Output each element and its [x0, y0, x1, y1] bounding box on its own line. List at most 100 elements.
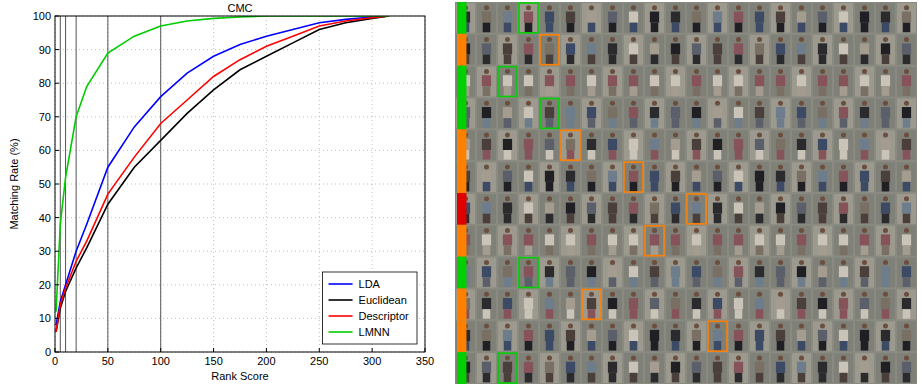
mosaic-legs: [483, 309, 491, 319]
mosaic-legs: [798, 214, 806, 224]
mosaic-torso: [482, 171, 491, 182]
mosaic-cell: [855, 226, 874, 256]
mosaic-head: [547, 228, 552, 233]
mosaic-head: [673, 292, 678, 297]
mosaic-cell: [771, 3, 790, 33]
mosaic-cell: [540, 67, 559, 97]
plot-frame: [55, 16, 425, 352]
mosaic-cell: [708, 290, 727, 320]
mosaic-head: [799, 101, 804, 106]
mosaic-head: [841, 324, 846, 329]
mosaic-torso: [587, 171, 596, 182]
mosaic-torso: [545, 362, 554, 373]
mosaic-legs: [798, 86, 806, 96]
mosaic-torso: [881, 43, 890, 54]
legend-label: Euclidean: [359, 294, 407, 306]
grid-line-x: [160, 16, 161, 352]
mosaic-cell: [477, 99, 496, 129]
mosaic-row-marker: [457, 320, 466, 352]
plot-background: [55, 16, 425, 352]
mosaic-cell: [498, 67, 517, 97]
mosaic-legs: [798, 309, 806, 319]
mosaic-legs: [735, 150, 743, 160]
mosaic-torso: [755, 43, 764, 54]
mosaic-torso: [587, 298, 596, 309]
mosaic-legs: [609, 373, 617, 383]
mosaic-legs: [777, 118, 785, 128]
mosaic-cell: [876, 99, 895, 129]
mosaic-torso: [734, 266, 743, 277]
legend-label: LDA: [359, 278, 381, 290]
mosaic-head: [694, 37, 699, 42]
mosaic-cell: [834, 67, 853, 97]
mosaic-cell: [792, 353, 811, 383]
mosaic-torso: [734, 12, 743, 23]
mosaic-cell: [876, 162, 895, 192]
mosaic-head: [694, 260, 699, 265]
mosaic-legs: [819, 118, 827, 128]
mosaic-torso: [671, 43, 680, 54]
mosaic-head: [505, 292, 510, 297]
mosaic-legs: [672, 214, 680, 224]
mosaic-torso: [629, 330, 638, 341]
mosaic-torso: [503, 298, 512, 309]
mosaic-legs: [756, 182, 764, 192]
mosaic-cell: [750, 99, 769, 129]
y-tick: [55, 251, 59, 252]
mosaic-torso: [608, 12, 617, 23]
mosaic-cell: [729, 162, 748, 192]
mosaic-legs: [651, 309, 659, 319]
legend: LDAEuclideanDescriptorLMNN: [323, 272, 417, 344]
mosaic-cell: [540, 3, 559, 33]
mosaic-torso: [734, 234, 743, 245]
series-line: [56, 16, 389, 332]
mosaic-cell: [687, 67, 706, 97]
mosaic-cell: [708, 353, 727, 383]
mosaic-torso: [608, 298, 617, 309]
mosaic-cell: [540, 162, 559, 192]
mosaic-cell: [897, 290, 916, 320]
mosaic-head: [841, 228, 846, 233]
mosaic-legs: [819, 86, 827, 96]
mosaic-head: [883, 101, 888, 106]
mosaic-torso: [713, 330, 722, 341]
mosaic-cell: [666, 130, 685, 160]
mosaic-torso: [566, 298, 575, 309]
mosaic-cell: [750, 258, 769, 288]
mosaic-cell: [666, 35, 685, 65]
mosaic-cell: [792, 194, 811, 224]
mosaic-legs: [861, 341, 869, 351]
mosaic-cell: [729, 130, 748, 160]
mosaic-legs: [588, 373, 596, 383]
mosaic-torso: [650, 43, 659, 54]
mosaic-legs: [525, 118, 533, 128]
mosaic-head: [820, 324, 825, 329]
mosaic-torso: [587, 234, 596, 245]
mosaic-torso: [713, 43, 722, 54]
mosaic-legs: [735, 118, 743, 128]
mosaic-head: [547, 164, 552, 169]
mosaic-highlight: [687, 194, 706, 224]
mosaic-cell: [792, 130, 811, 160]
mosaic-cell: [813, 290, 832, 320]
mosaic-cell: [687, 290, 706, 320]
mosaic-legs: [840, 23, 848, 33]
mosaic-torso: [503, 234, 512, 245]
mosaic-head: [547, 196, 552, 201]
mosaic-head: [547, 37, 552, 42]
mosaic-head: [778, 5, 783, 10]
mosaic-cell: [897, 162, 916, 192]
mosaic-head: [904, 133, 909, 138]
mosaic-legs: [714, 277, 722, 287]
mosaic-torso: [545, 139, 554, 150]
mosaic-legs: [483, 277, 491, 287]
mosaic-torso: [692, 171, 701, 182]
mosaic-torso: [629, 43, 638, 54]
mosaic-cell: [813, 194, 832, 224]
mosaic-legs: [651, 246, 659, 256]
mosaic-torso: [776, 330, 785, 341]
mosaic-legs: [588, 118, 596, 128]
mosaic-head: [568, 69, 573, 74]
mosaic-cell: [666, 353, 685, 383]
mosaic-torso: [818, 330, 827, 341]
